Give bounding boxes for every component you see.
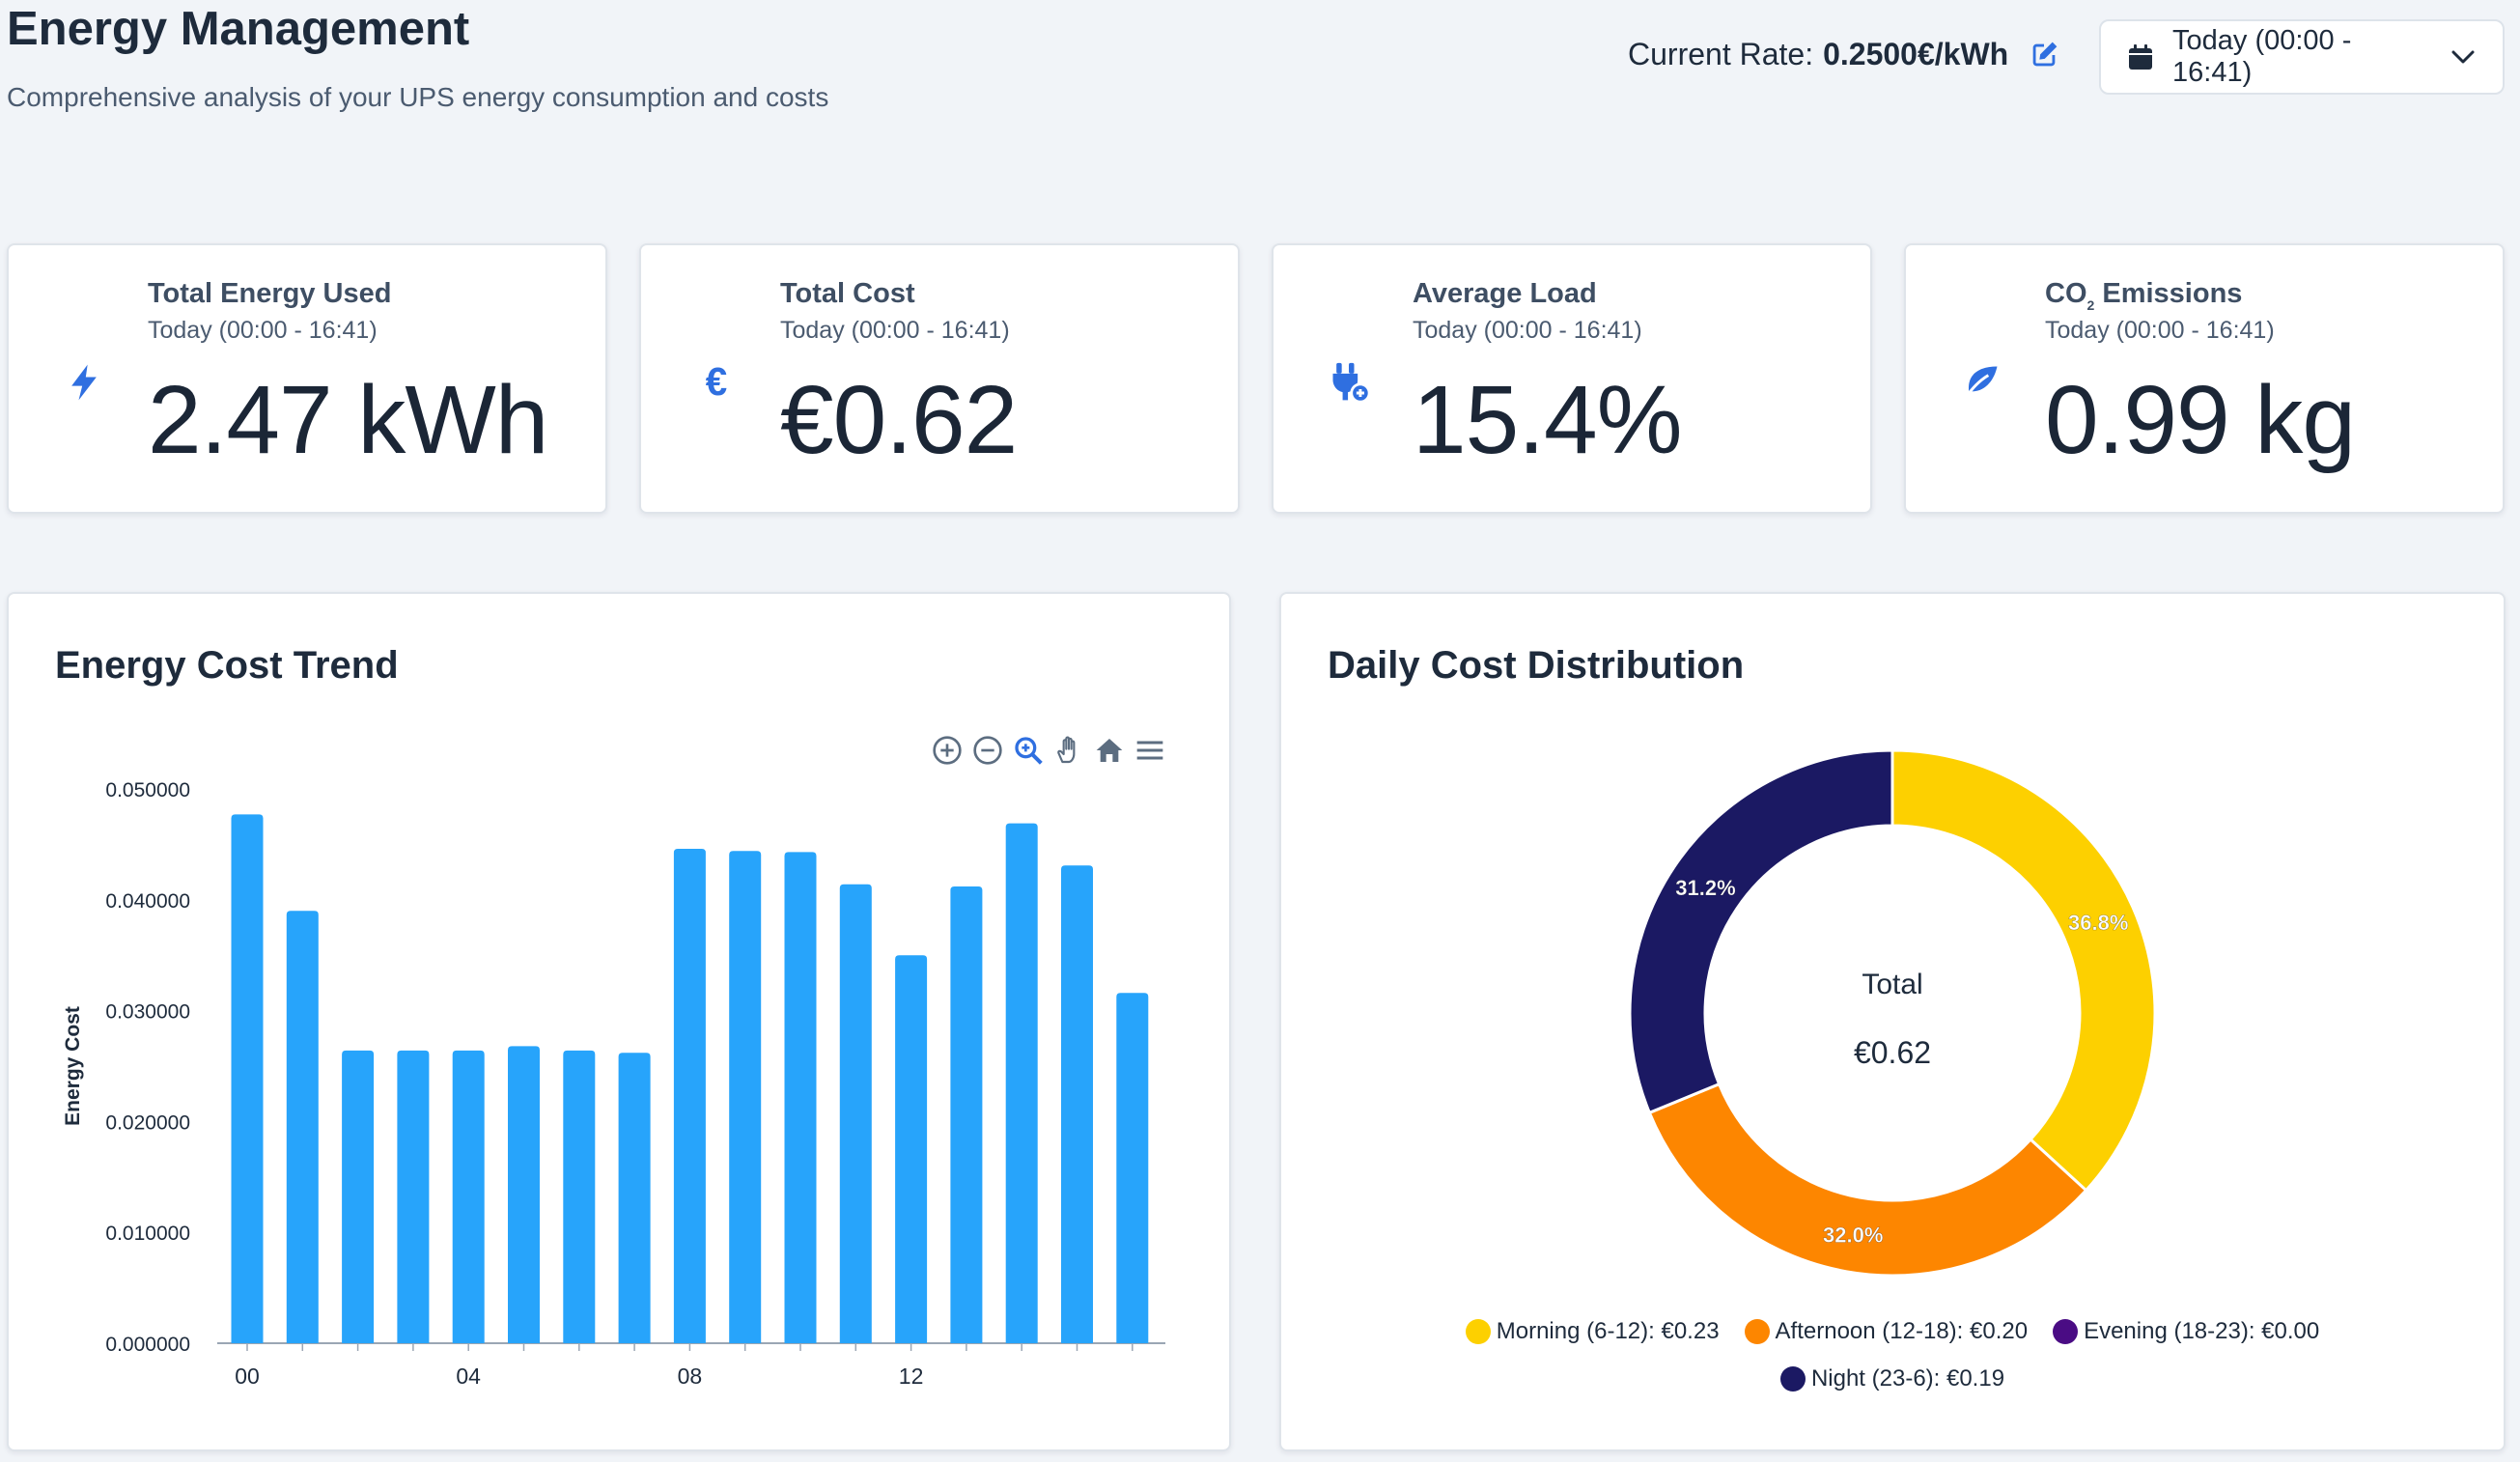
donut-legend-row-1: Morning (6-12): €0.23 Afternoon (12-18):…: [1281, 1318, 2504, 1345]
legend-item-afternoon[interactable]: Afternoon (12-18): €0.20: [1744, 1318, 2029, 1345]
y-tick-label: 0.030000: [105, 1001, 190, 1024]
legend-item-evening[interactable]: Evening (18-23): €0.00: [2053, 1318, 2319, 1345]
bar: [895, 955, 928, 1343]
bar: [729, 851, 762, 1343]
pan-hand-icon[interactable]: [1053, 735, 1084, 766]
stat-value: €0.62: [780, 366, 1018, 474]
rate-label: Current Rate:: [1628, 37, 1814, 71]
date-range-label: Today (00:00 - 16:41): [2172, 25, 2352, 88]
date-range-select[interactable]: Today (00:00 - 16:41): [2099, 19, 2505, 95]
legend-dot: [1744, 1319, 1770, 1344]
y-axis-label: Energy Cost: [62, 1006, 84, 1126]
legend-dot: [2053, 1319, 2079, 1344]
y-tick-label: 0.050000: [105, 779, 190, 801]
legend-dot: [1465, 1319, 1491, 1344]
donut-slice: [1890, 748, 2157, 1193]
zoom-out-icon[interactable]: [972, 735, 1003, 766]
zoom-select-icon[interactable]: [1013, 735, 1044, 766]
zoom-in-icon[interactable]: [932, 735, 963, 766]
total-energy-card: Total Energy Used Today (00:00 - 16:41) …: [7, 243, 607, 514]
stat-title: Total Cost: [780, 278, 915, 309]
legend-item-night[interactable]: Night (23-6): €0.19: [1779, 1365, 2005, 1392]
total-cost-card: € Total Cost Today (00:00 - 16:41) €0.62: [639, 243, 1240, 514]
bar: [1061, 865, 1093, 1343]
legend-label: Evening (18-23): €0.00: [2084, 1318, 2320, 1344]
bar: [839, 884, 872, 1343]
bar: [508, 1046, 540, 1343]
bar: [452, 1050, 485, 1343]
menu-icon[interactable]: [1134, 735, 1165, 766]
stat-period: Today (00:00 - 16:41): [780, 317, 1010, 344]
edit-rate-icon[interactable]: [2028, 39, 2060, 71]
legend-dot: [1779, 1366, 1806, 1392]
x-tick-label: 04: [456, 1364, 481, 1389]
chart-title: Daily Cost Distribution: [1328, 644, 1745, 687]
x-tick-label: 12: [899, 1364, 924, 1389]
y-tick-label: 0.040000: [105, 890, 190, 913]
co2-emissions-card: CO2 Emissions Today (00:00 - 16:41) 0.99…: [1904, 243, 2505, 514]
daily-cost-distribution-card: Daily Cost Distribution 36.8% 32.0% 31.2% T…: [1279, 592, 2506, 1451]
plug-icon: [1332, 362, 1370, 404]
donut-slice: [1647, 1082, 2088, 1278]
leaf-icon: [1964, 366, 1998, 400]
x-tick-label: 00: [235, 1364, 260, 1389]
stat-value: 0.99 kg: [2045, 366, 2356, 474]
page-title: Energy Management: [7, 3, 470, 55]
svg-text:€: €: [706, 361, 727, 404]
legend-item-morning[interactable]: Morning (6-12): €0.23: [1465, 1318, 1720, 1345]
slice-label: 32.0%: [1823, 1223, 1883, 1247]
bar: [618, 1053, 651, 1343]
bar: [784, 852, 817, 1343]
bar: [563, 1050, 596, 1343]
y-tick-label: 0.000000: [105, 1334, 190, 1356]
average-load-card: Average Load Today (00:00 - 16:41) 15.4%: [1272, 243, 1872, 514]
chevron-down-icon: [2451, 50, 2475, 64]
calendar-icon: [2129, 44, 2152, 70]
bar: [1005, 823, 1038, 1343]
legend-label: Afternoon (12-18): €0.20: [1775, 1318, 2029, 1344]
stat-title: CO2 Emissions: [2045, 278, 2242, 313]
stat-period: Today (00:00 - 16:41): [148, 317, 378, 344]
bar: [950, 886, 983, 1343]
bar: [342, 1050, 375, 1343]
bar: [397, 1050, 430, 1343]
stat-title: Total Energy Used: [148, 278, 392, 309]
donut-center-value: €0.62: [1854, 1035, 1931, 1070]
y-tick-label: 0.020000: [105, 1111, 190, 1134]
cost-distribution-donut: 36.8% 32.0% 31.2% Total €0.62: [1628, 748, 2157, 1278]
euro-icon: €: [706, 361, 727, 404]
legend-label: Night (23-6): €0.19: [1810, 1365, 2005, 1392]
stat-title: Average Load: [1413, 278, 1597, 309]
slice-label: 36.8%: [2068, 911, 2128, 935]
bolt-icon: [71, 364, 97, 401]
page-subtitle: Comprehensive analysis of your UPS energ…: [7, 82, 829, 112]
energy-cost-bar-chart: 0.000000 0.010000 0.020000 0.030000 0.040000…: [62, 779, 1165, 1389]
x-tick-label: 08: [678, 1364, 703, 1389]
stat-title-main: CO: [2045, 278, 2087, 309]
stat-value: 15.4%: [1413, 366, 1683, 474]
stat-period: Today (00:00 - 16:41): [1413, 317, 1642, 344]
donut-center-label: Total: [1862, 969, 1922, 1000]
stat-period: Today (00:00 - 16:41): [2045, 317, 2275, 344]
stat-value: 2.47 kWh: [148, 366, 548, 474]
energy-cost-trend-card: Energy Cost Trend 0.000000 0.010000 0.0200…: [7, 592, 1231, 1451]
stat-title-rest: Emissions: [2094, 278, 2243, 309]
rate-value: 0.2500€/kWh: [1823, 37, 2009, 71]
chart-toolbar: [932, 735, 1165, 766]
bar: [286, 911, 319, 1343]
donut-legend-row-2: Night (23-6): €0.19: [1281, 1365, 2504, 1392]
y-tick-label: 0.010000: [105, 1223, 190, 1245]
legend-label: Morning (6-12): €0.23: [1496, 1318, 1720, 1344]
bar: [231, 814, 264, 1343]
current-rate: Current Rate: 0.2500€/kWh: [1628, 37, 2060, 72]
stat-title-subscript: 2: [2086, 297, 2095, 313]
bar: [673, 848, 706, 1343]
slice-label: 31.2%: [1675, 876, 1735, 900]
home-reset-icon[interactable]: [1094, 735, 1125, 766]
bar: [1116, 993, 1149, 1343]
chart-title: Energy Cost Trend: [55, 644, 399, 687]
donut-slice: [1628, 748, 1894, 1115]
